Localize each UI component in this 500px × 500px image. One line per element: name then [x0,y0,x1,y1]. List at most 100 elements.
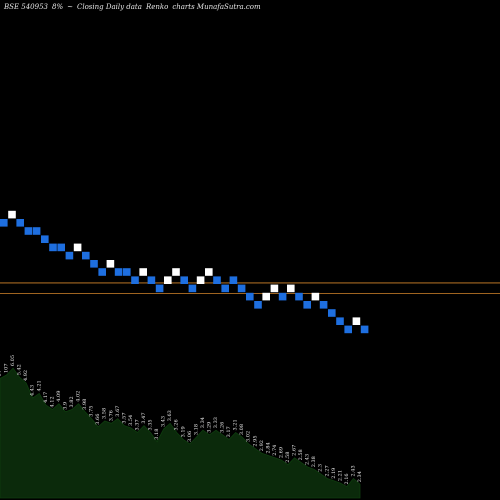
volume-label-4: 4.92 [23,370,29,381]
volume-label-15: 3.66 [95,414,101,425]
brick-36 [295,292,303,301]
brick-32 [262,292,270,301]
volume-label-14: 3.75 [89,406,95,417]
brick-23 [188,284,197,293]
volume-label-42: 2.74 [272,445,278,456]
brick-25 [205,268,213,276]
volume-label-10: 3.9 [62,402,68,410]
volume-area-path [0,367,361,499]
brick-14 [114,268,123,276]
volume-label-1: 107 [4,363,10,373]
brick-22 [180,276,188,284]
volume-label-54: 2.43 [350,465,356,476]
volume-label-27: 3.26 [174,419,180,430]
brick-44 [360,325,369,334]
volume-label-3: 5.42 [17,364,23,375]
volume-label-33: 3.33 [213,417,219,428]
volume-label-52: 2.21 [337,470,343,481]
volume-label-45: 2.67 [292,445,298,456]
brick-5 [41,235,49,243]
volume-label-43: 2.69 [278,447,284,458]
chart-header: BSE 540953 8% ~ Closing Daily data Renko char… [4,3,265,11]
volume-label-49: 2.3 [318,464,324,472]
renko-bricks [0,210,369,334]
volume-label-13: 3.98 [82,399,88,410]
brick-12 [98,268,106,276]
brick-13 [106,260,115,268]
volume-label-23: 3.35 [148,419,154,430]
volume-label-9: 4.09 [56,391,62,402]
volume-label-20: 3.54 [128,415,134,426]
volume-label-22: 3.47 [141,412,147,423]
brick-26 [213,276,221,284]
volume-label-6: 4.21 [36,380,42,391]
volume-label-11: 3.82 [69,396,75,407]
brick-33 [270,284,279,293]
brick-40 [328,309,336,317]
volume-label-46: 2.58 [298,449,304,460]
volume-label-31: 3.34 [200,417,206,428]
volume-label-21: 3.37 [134,419,140,430]
volume-label-32: 3.29 [206,422,212,433]
brick-18 [147,276,156,284]
site-label: charts MunafaSutra.com [172,3,261,11]
brick-28 [229,276,238,284]
volume-label-36: 3.21 [233,419,239,430]
volume-label-19: 3.57 [121,412,127,423]
volume-label-35: 3.17 [226,426,232,437]
volume-label-0: 97 [0,370,3,376]
brick-8 [65,251,74,260]
kind-label: Renko [145,3,169,11]
brick-39 [319,301,328,309]
brick-11 [90,260,98,268]
brick-35 [287,284,295,293]
volume-label-26: 3.63 [167,410,173,421]
brick-19 [155,284,164,293]
brick-42 [344,325,352,334]
volume-label-48: 2.38 [311,456,317,467]
volume-label-41: 2.84 [265,442,271,453]
brick-4 [32,227,41,235]
brick-37 [303,301,311,309]
brick-43 [352,317,361,325]
title-label: Closing Daily data [76,3,142,11]
volume-label-12: 4.02 [76,391,82,402]
volume-label-47: 2.43 [305,454,311,465]
change-label: 8% [52,3,64,11]
volume-label-37: 3.08 [239,424,245,435]
volume-label-51: 2.19 [331,468,337,479]
brick-21 [172,268,180,276]
separator-label: ~ [67,3,73,11]
volume-label-29: 3.06 [187,431,193,442]
brick-3 [24,227,33,235]
brick-31 [254,301,262,309]
brick-27 [221,284,229,293]
brick-41 [336,317,344,325]
brick-24 [196,276,205,284]
brick-29 [237,284,246,293]
brick-1 [8,210,16,219]
volume-label-44: 2.58 [285,452,291,463]
volume-label-30: 3.18 [193,424,199,435]
volume-label-2: 6.05 [10,355,16,366]
volume-label-53: 2.16 [344,473,350,484]
volume-label-55: 2.34 [357,471,363,482]
brick-34 [278,292,287,301]
volume-label-34: 3.26 [220,422,226,433]
brick-30 [246,292,254,301]
symbol-label: BSE 540953 [4,3,48,11]
brick-16 [131,276,139,284]
volume-label-25: 3.43 [161,416,167,427]
volume-label-39: 2.95 [252,435,258,446]
brick-9 [73,243,82,252]
brick-17 [139,268,147,276]
volume-label-8: 4.12 [49,396,55,407]
volume-label-50: 2.27 [324,465,330,476]
brick-6 [49,243,57,252]
brick-10 [82,251,90,260]
volume-label-7: 4.17 [43,392,49,403]
volume-label-17: 3.76 [108,410,114,421]
reference-lines [0,282,500,295]
